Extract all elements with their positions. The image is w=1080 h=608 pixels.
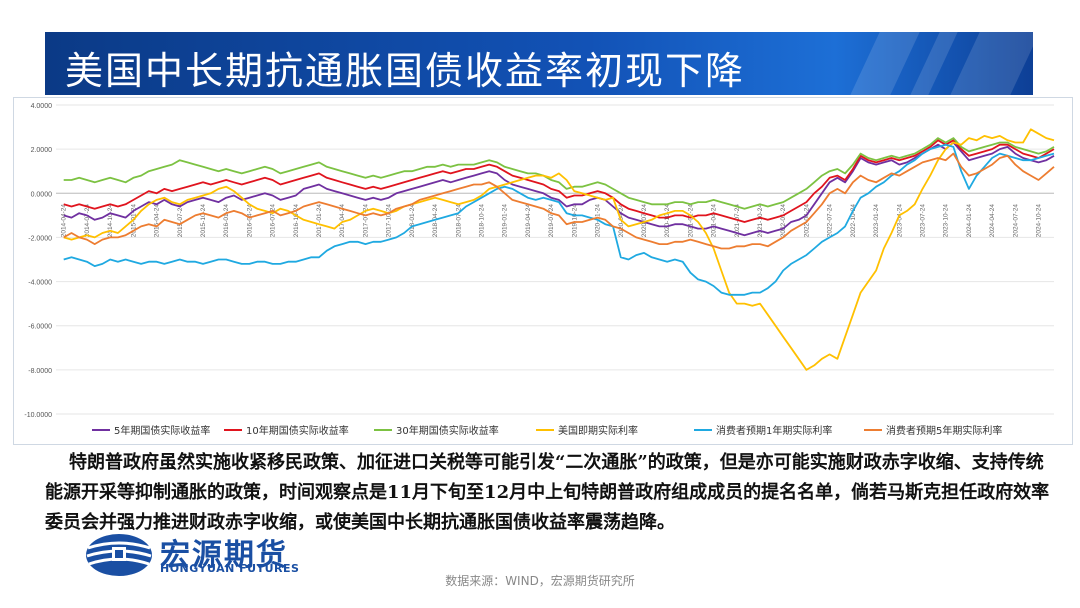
x-tick-label: 2020-10-24 (664, 204, 671, 238)
x-tick-label: 2014-07-24 (84, 204, 91, 238)
x-tick-label: 2015-07-24 (177, 204, 184, 238)
banner-stripe (950, 32, 1033, 95)
x-tick-label: 2022-07-24 (827, 204, 834, 238)
x-tick-label: 2021-04-24 (711, 204, 718, 238)
y-tick-label: 4.0000 (31, 103, 53, 110)
x-tick-label: 2024-04-24 (989, 204, 996, 238)
x-tick-label: 2023-10-24 (943, 204, 950, 238)
series-line (63, 152, 1055, 250)
y-tick-label: -8.0000 (28, 368, 52, 375)
x-tick-label: 2018-01-24 (409, 204, 416, 238)
banner-stripe (910, 32, 958, 95)
x-tick-label: 2016-10-24 (293, 204, 300, 238)
x-tick-label: 2020-07-24 (641, 204, 648, 238)
x-tick-label: 2017-04-24 (339, 204, 346, 238)
x-tick-label: 2019-01-24 (502, 204, 509, 238)
series-line (63, 128, 1055, 371)
y-tick-label: 0.0000 (31, 191, 53, 198)
x-tick-label: 2023-07-24 (919, 204, 926, 238)
legend-label: 5年期国债实际收益率 (114, 424, 210, 437)
hongyuan-logo-icon (86, 534, 152, 576)
series-line (63, 141, 1055, 237)
x-tick-label: 2016-01-24 (223, 204, 230, 238)
x-tick-label: 2018-07-24 (455, 204, 462, 238)
x-tick-label: 2022-10-24 (850, 204, 857, 238)
x-tick-label: 2017-07-24 (362, 204, 369, 238)
line-chart: 4.0000 2.0000 0.0000 -2.0000 -4.0000 -6.0000 -… (24, 103, 1055, 437)
x-tick-label: 2019-07-24 (548, 204, 555, 238)
x-tick-label: 2014-10-24 (107, 204, 114, 238)
legend-label: 30年期国债实际收益率 (396, 424, 499, 437)
x-tick-label: 2015-10-24 (200, 204, 207, 238)
x-tick-label: 2024-07-24 (1012, 204, 1019, 238)
company-logo: 宏源期货 HONGYUAN FUTURES (84, 530, 324, 580)
x-tick-label: 2018-10-24 (479, 204, 486, 238)
series-line (63, 143, 1055, 296)
legend-label: 消费者预期5年期实际利率 (886, 424, 1002, 437)
y-tick-label: -6.0000 (28, 324, 52, 331)
banner-stripe (850, 32, 920, 95)
legend-label: 美国即期实际利率 (558, 424, 638, 437)
x-tick-label: 2021-01-24 (687, 204, 694, 238)
logo-chinese-name: 宏源期货 (160, 538, 288, 573)
series-line (63, 139, 1055, 223)
data-source-note: 数据来源：WIND，宏源期货研究所 (445, 574, 635, 588)
x-tick-label: 2016-07-24 (270, 204, 277, 238)
legend-label: 消费者预期1年期实际利率 (716, 424, 832, 437)
x-tick-label: 2014-04-24 (61, 204, 68, 238)
x-tick-label: 2016-04-24 (246, 204, 253, 238)
page-title: 美国中长期抗通胀国债收益率初现下降 (65, 49, 746, 93)
x-tick-label: 2024-01-24 (966, 204, 973, 238)
y-tick-label: 2.0000 (31, 147, 53, 154)
x-tick-label: 2023-01-24 (873, 204, 880, 238)
x-tick-label: 2017-10-24 (386, 204, 393, 238)
y-tick-label: -2.0000 (28, 235, 52, 242)
series-line (63, 137, 1055, 210)
x-tick-label: 2023-04-24 (896, 204, 903, 238)
legend-label: 10年期国债实际收益率 (246, 424, 349, 437)
title-banner: 美国中长期抗通胀国债收益率初现下降 (45, 32, 1033, 95)
x-tick-label: 2017-01-24 (316, 204, 323, 238)
x-tick-label: 2019-04-24 (525, 204, 532, 238)
y-tick-label: -4.0000 (28, 280, 52, 287)
x-tick-label: 2019-10-24 (571, 204, 578, 238)
x-tick-label: 2024-10-24 (1036, 204, 1043, 238)
commentary-paragraph: 特朗普政府虽然实施收紧移民政策、加征进口关税等可能引发“二次通胀”的政策，但是亦… (45, 452, 1050, 533)
chart-container: 4.0000 2.0000 0.0000 -2.0000 -4.0000 -6.0000 -… (13, 97, 1073, 445)
y-tick-label: -10.0000 (24, 412, 52, 419)
x-tick-label: 2021-10-24 (757, 204, 764, 238)
logo-english-name: HONGYUAN FUTURES (160, 562, 300, 575)
x-tick-label: 2015-04-24 (154, 204, 161, 238)
x-tick-label: 2022-01-24 (780, 204, 787, 238)
